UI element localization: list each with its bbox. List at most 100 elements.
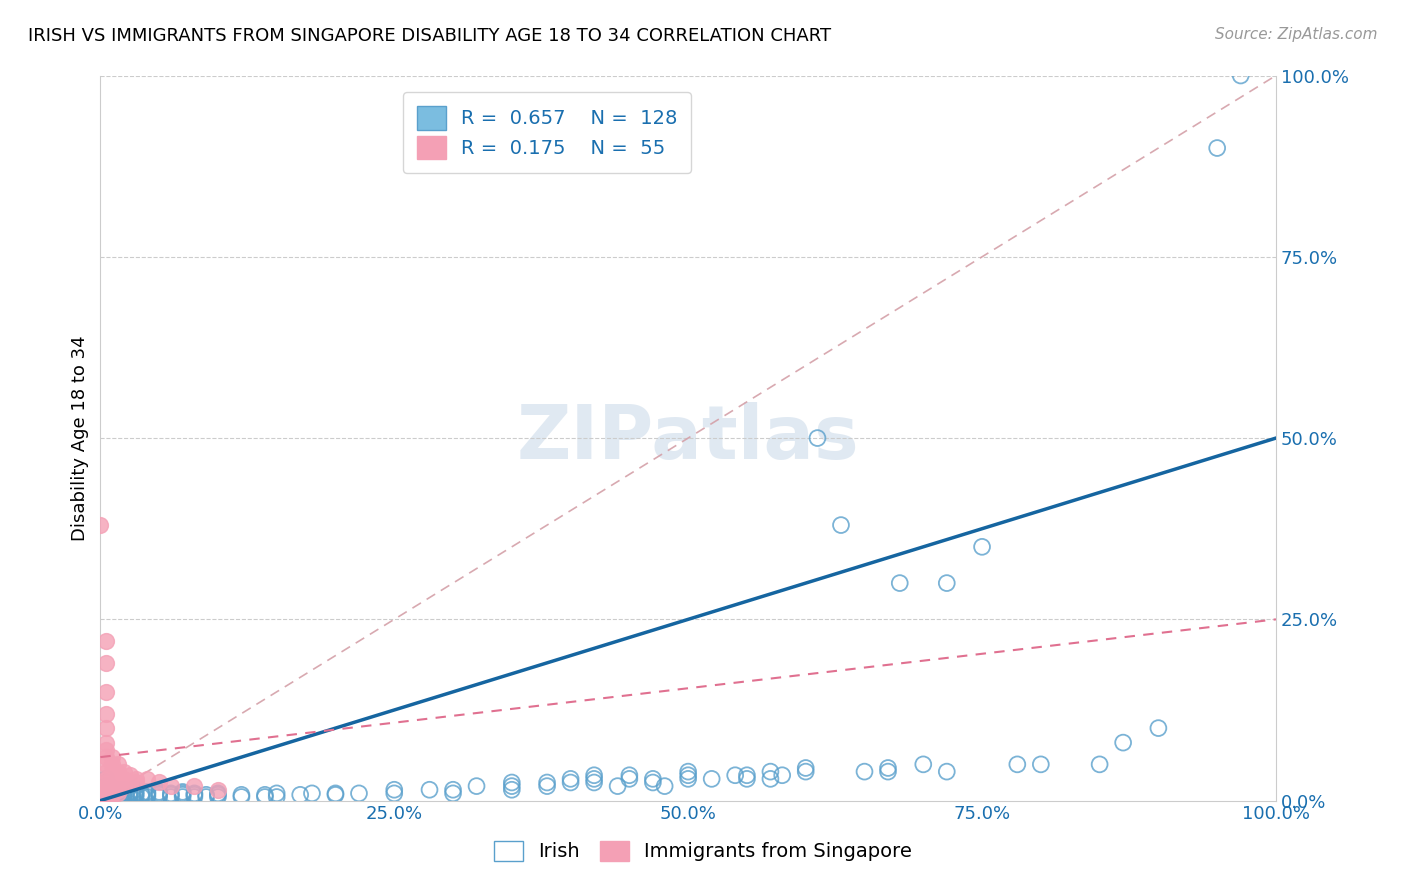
Point [124,785,146,799]
Point [207,789,229,804]
Text: Source: ZipAtlas.com: Source: ZipAtlas.com [1215,27,1378,42]
Point [806,431,828,445]
Point [96,789,118,804]
Point [118,775,141,789]
Point [96,634,118,648]
Point [96,789,118,804]
Point [101,788,124,802]
Point [107,788,129,802]
Point [172,788,194,802]
Point [96,764,118,779]
Point [1029,757,1052,772]
Point [101,786,124,800]
Point [136,772,159,786]
Point [101,772,124,786]
Point [266,789,288,804]
Point [231,788,253,802]
Point [418,782,440,797]
Point [112,775,135,789]
Point [231,789,253,804]
Y-axis label: Disability Age 18 to 34: Disability Age 18 to 34 [72,335,89,541]
Point [583,768,606,782]
Point [724,768,747,782]
Point [103,786,125,800]
Point [301,786,323,800]
Point [131,789,153,804]
Point [96,791,118,805]
Point [1229,69,1251,83]
Point [96,721,118,735]
Point [112,789,135,804]
Point [148,789,170,804]
Point [98,789,121,804]
Point [96,772,118,786]
Point [118,768,141,782]
Point [101,789,124,804]
Point [96,779,118,793]
Point [107,789,129,804]
Point [441,782,464,797]
Point [501,775,523,789]
Point [103,788,125,802]
Point [96,656,118,670]
Point [382,782,405,797]
Point [136,788,159,802]
Point [112,786,135,800]
Point [641,775,664,789]
Point [112,782,135,797]
Point [118,786,141,800]
Point [641,772,664,786]
Point [112,779,135,793]
Point [207,786,229,800]
Point [654,779,676,793]
Point [101,785,124,799]
Point [96,786,118,800]
Point [583,772,606,786]
Point [136,786,159,800]
Point [735,772,758,786]
Point [136,789,159,804]
Point [266,786,288,800]
Point [96,786,118,800]
Point [101,779,124,793]
Point [501,779,523,793]
Point [98,789,121,804]
Point [96,775,118,789]
Point [606,779,628,793]
Point [172,786,194,800]
Point [124,789,146,804]
Point [501,782,523,797]
Point [172,789,194,804]
Legend: R =  0.657    N =  128, R =  0.175    N =  55: R = 0.657 N = 128, R = 0.175 N = 55 [404,93,692,173]
Point [877,761,900,775]
Point [148,785,170,799]
Point [160,779,183,793]
Point [101,786,124,800]
Point [325,788,347,802]
Point [830,518,852,533]
Point [98,779,121,793]
Point [96,782,118,797]
Point [96,750,118,764]
Point [148,786,170,800]
Point [759,772,782,786]
Point [107,786,129,800]
Point [96,772,118,786]
Point [118,788,141,802]
Point [583,775,606,789]
Point [89,518,111,533]
Point [98,791,121,805]
Legend: Irish, Immigrants from Singapore: Irish, Immigrants from Singapore [486,833,920,869]
Point [935,576,957,591]
Point [382,786,405,800]
Point [96,788,118,802]
Point [290,788,312,802]
Point [96,782,118,797]
Point [207,788,229,802]
Point [160,786,183,800]
Point [96,789,118,804]
Point [107,779,129,793]
Point [118,789,141,804]
Point [96,685,118,699]
Point [103,785,125,799]
